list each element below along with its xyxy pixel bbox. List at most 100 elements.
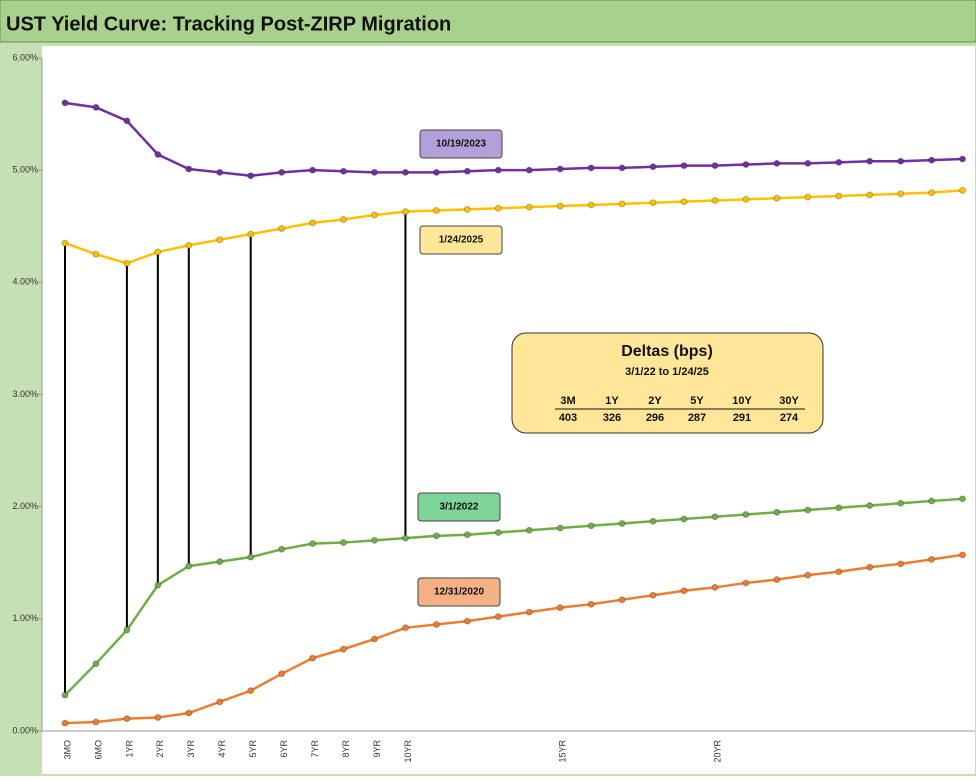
data-point bbox=[556, 524, 564, 532]
data-point bbox=[525, 203, 533, 211]
data-point bbox=[711, 196, 719, 204]
data-point bbox=[928, 555, 936, 563]
data-point bbox=[371, 635, 378, 643]
data-point bbox=[61, 239, 69, 247]
deltas-title: Deltas (bps) bbox=[621, 343, 713, 360]
series-line bbox=[64, 101, 963, 178]
data-point bbox=[340, 539, 348, 547]
data-point bbox=[773, 508, 781, 516]
data-point bbox=[928, 189, 936, 197]
data-point bbox=[247, 172, 255, 180]
x-tick-label: 3YR bbox=[186, 740, 196, 758]
data-point bbox=[309, 654, 317, 662]
y-tick-label: 4.00% bbox=[12, 277, 38, 287]
data-point bbox=[587, 522, 595, 530]
data-point bbox=[463, 617, 471, 625]
data-point bbox=[154, 714, 162, 722]
data-point bbox=[494, 204, 502, 212]
data-point bbox=[897, 190, 905, 198]
data-point bbox=[866, 563, 874, 571]
data-point bbox=[123, 626, 131, 634]
data-point bbox=[154, 248, 162, 256]
data-point bbox=[432, 532, 440, 540]
data-point bbox=[216, 168, 224, 176]
data-point bbox=[432, 207, 440, 215]
data-point bbox=[247, 553, 255, 561]
y-tick-label: 5.00% bbox=[12, 165, 38, 175]
data-point bbox=[278, 670, 286, 678]
data-point bbox=[773, 576, 781, 584]
data-point bbox=[401, 208, 409, 216]
data-point bbox=[216, 236, 224, 244]
data-point bbox=[587, 600, 595, 608]
data-point bbox=[154, 581, 162, 589]
data-point bbox=[897, 560, 905, 568]
legend-label: 12/31/2020 bbox=[434, 587, 484, 598]
data-point bbox=[401, 624, 409, 632]
data-point bbox=[371, 168, 378, 176]
data-point bbox=[371, 536, 378, 544]
data-point bbox=[247, 687, 255, 695]
data-point bbox=[556, 202, 564, 210]
data-point bbox=[494, 166, 502, 174]
data-point bbox=[525, 608, 533, 616]
x-tick-label: 8YR bbox=[341, 740, 351, 758]
data-point bbox=[742, 161, 750, 169]
data-point bbox=[432, 168, 440, 176]
x-tick-label: 10YR bbox=[403, 740, 413, 763]
data-point bbox=[309, 540, 317, 548]
data-point bbox=[463, 531, 471, 539]
data-point bbox=[92, 250, 100, 258]
chart-title: UST Yield Curve: Tracking Post-ZIRP Migr… bbox=[6, 13, 451, 35]
data-point bbox=[680, 162, 688, 170]
x-tick-label: 6MO bbox=[93, 740, 103, 760]
data-point bbox=[185, 562, 193, 570]
data-point bbox=[494, 528, 502, 536]
data-point bbox=[773, 194, 781, 202]
data-point bbox=[340, 645, 348, 653]
series-line bbox=[64, 497, 963, 696]
data-point bbox=[959, 155, 967, 163]
x-tick-label: 6YR bbox=[279, 740, 289, 758]
x-tick-label: 1YR bbox=[124, 740, 134, 758]
data-point bbox=[711, 162, 719, 170]
data-point bbox=[556, 165, 564, 173]
x-tick-label: 7YR bbox=[310, 740, 320, 758]
data-point bbox=[432, 620, 440, 628]
data-point bbox=[340, 216, 348, 224]
x-tick-label: 20YR bbox=[712, 740, 722, 763]
data-point bbox=[401, 168, 409, 176]
data-point bbox=[494, 613, 502, 621]
data-point bbox=[61, 99, 69, 107]
x-tick-label: 4YR bbox=[217, 740, 227, 758]
data-point bbox=[680, 198, 688, 206]
legend-label: 1/24/2025 bbox=[439, 235, 484, 246]
data-point bbox=[928, 497, 936, 505]
data-point bbox=[649, 199, 657, 207]
data-point bbox=[61, 719, 69, 727]
data-point bbox=[371, 211, 378, 219]
deltas-column: 10Y bbox=[732, 395, 752, 407]
data-point bbox=[680, 515, 688, 523]
data-point bbox=[618, 596, 626, 604]
data-point bbox=[401, 534, 409, 542]
deltas-column: 5Y bbox=[690, 395, 704, 407]
data-point bbox=[123, 715, 131, 723]
deltas-subtitle: 3/1/22 to 1/24/25 bbox=[625, 366, 709, 378]
data-point bbox=[618, 164, 626, 172]
data-point bbox=[278, 545, 286, 553]
data-point bbox=[897, 157, 905, 165]
data-point bbox=[185, 709, 193, 717]
data-point bbox=[123, 259, 131, 267]
deltas-column: 2Y bbox=[648, 395, 662, 407]
series-label-box bbox=[419, 129, 503, 159]
x-tick-label: 3MO bbox=[62, 740, 72, 760]
y-tick-label: 3.00% bbox=[12, 389, 38, 399]
data-point bbox=[835, 158, 843, 166]
x-tick-label: 2YR bbox=[155, 740, 165, 758]
data-point bbox=[123, 117, 131, 125]
data-point bbox=[556, 604, 564, 612]
data-point bbox=[463, 167, 471, 175]
data-point bbox=[866, 191, 874, 199]
